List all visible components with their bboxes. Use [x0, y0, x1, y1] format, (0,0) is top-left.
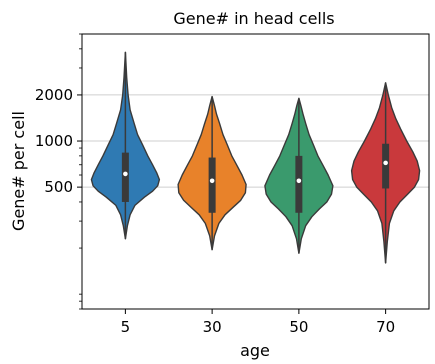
- y-tick-label: 2000: [35, 86, 73, 104]
- violins: [90, 51, 421, 264]
- median-dot-70: [383, 160, 388, 166]
- median-dot-5: [123, 171, 128, 177]
- x-tick-label: 5: [121, 318, 131, 336]
- median-dot-30: [209, 178, 215, 184]
- iqr-box-70: [382, 143, 390, 189]
- iqr-box-5: [121, 152, 129, 202]
- iqr-box-30: [208, 157, 216, 213]
- x-tick-label: 50: [289, 318, 308, 336]
- x-tick-label: 70: [376, 318, 395, 336]
- x-axis-label: age: [240, 341, 270, 360]
- x-tick-label: 30: [203, 318, 222, 336]
- iqr-box-50: [295, 155, 303, 213]
- median-dot-50: [296, 178, 302, 184]
- y-axis-ticks: 500 1000 2000: [35, 33, 82, 310]
- x-axis-ticks: 5 30 50 70: [121, 309, 395, 336]
- plot-frame: [81, 33, 430, 310]
- y-tick-label: 500: [44, 178, 73, 196]
- y-axis-label: Gene# per cell: [9, 111, 28, 231]
- y-tick-label: 1000: [35, 132, 73, 150]
- chart-title: Gene# in head cells: [173, 9, 334, 28]
